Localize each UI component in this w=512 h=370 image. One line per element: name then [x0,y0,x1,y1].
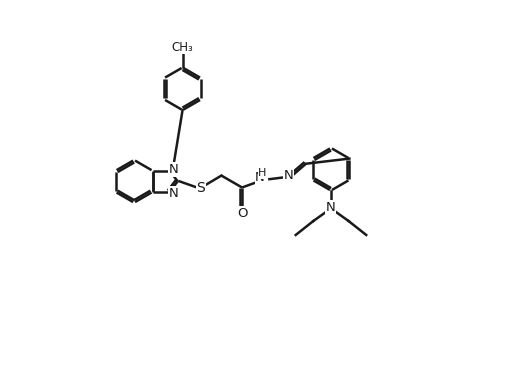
Text: CH₃: CH₃ [172,41,194,54]
Text: S: S [196,181,205,195]
Text: N: N [255,171,265,184]
Text: N: N [168,186,178,199]
Text: O: O [237,207,247,220]
Text: N: N [326,201,336,213]
Text: H: H [258,168,266,178]
Text: N: N [284,169,293,182]
Text: N: N [168,163,178,176]
